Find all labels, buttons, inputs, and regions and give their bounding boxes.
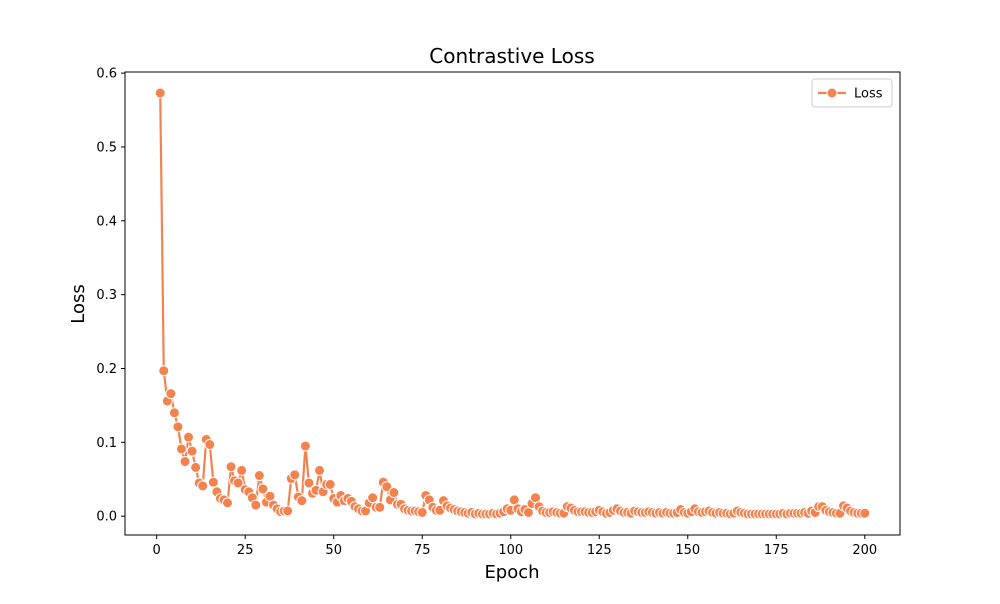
point <box>324 478 336 490</box>
point <box>257 483 269 495</box>
point <box>175 443 187 455</box>
point <box>303 477 315 489</box>
point <box>183 431 195 443</box>
point <box>282 505 294 517</box>
point <box>221 497 233 509</box>
point <box>250 499 262 511</box>
x-tick-label: 50 <box>325 543 342 558</box>
x-tick-label: 150 <box>675 543 700 558</box>
x-tick-label: 0 <box>153 543 161 558</box>
legend-label: Loss <box>854 87 883 102</box>
point <box>172 421 184 433</box>
point <box>197 480 209 492</box>
point <box>374 501 386 513</box>
x-tick-label: 125 <box>587 543 612 558</box>
point <box>296 495 308 507</box>
y-tick-label: 0.5 <box>96 140 117 155</box>
plot-frame <box>124 71 901 536</box>
point <box>186 445 198 457</box>
x-tick-label: 175 <box>764 543 789 558</box>
point <box>253 470 265 482</box>
legend-marker <box>826 87 838 99</box>
y-tick-label: 0.0 <box>96 510 117 525</box>
y-tick-label: 0.2 <box>96 362 117 377</box>
point <box>190 461 202 473</box>
point <box>367 492 379 504</box>
point <box>859 507 871 519</box>
point <box>179 456 191 468</box>
point <box>388 487 400 499</box>
x-tick-label: 75 <box>414 543 431 558</box>
x-tick-label: 200 <box>852 543 877 558</box>
point <box>289 469 301 481</box>
chart-title: Contrastive Loss <box>429 44 594 68</box>
x-axis-label: Epoch <box>484 562 539 583</box>
y-axis-label: Loss <box>68 284 89 323</box>
point <box>158 365 170 377</box>
point <box>381 481 393 493</box>
point <box>236 464 248 476</box>
y-tick-label: 0.6 <box>96 67 117 82</box>
point <box>299 440 311 452</box>
x-tick-label: 25 <box>237 543 254 558</box>
x-tick-label: 100 <box>498 543 523 558</box>
point <box>232 477 244 489</box>
point <box>165 388 177 400</box>
point <box>204 439 216 451</box>
point <box>154 87 166 99</box>
legend-box <box>811 78 893 108</box>
point <box>225 461 237 473</box>
point <box>314 464 326 476</box>
y-tick-label: 0.1 <box>96 436 117 451</box>
point <box>168 407 180 419</box>
point <box>207 476 219 488</box>
y-tick-label: 0.3 <box>96 288 117 303</box>
y-tick-label: 0.4 <box>96 214 117 229</box>
point <box>416 506 428 518</box>
